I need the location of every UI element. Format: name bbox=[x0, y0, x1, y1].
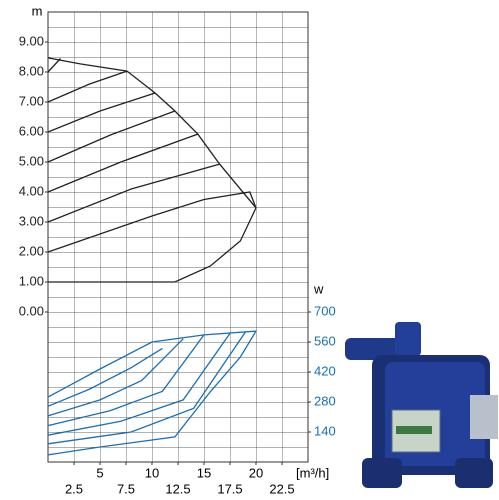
y-tick-label: 5.00 bbox=[19, 153, 44, 168]
y-tick-label: 4.00 bbox=[19, 183, 44, 198]
curve bbox=[47, 331, 247, 445]
curve bbox=[47, 57, 257, 283]
curve bbox=[47, 334, 205, 427]
x-tick-label: 5 bbox=[96, 465, 103, 480]
x-tick-label: 12.5 bbox=[165, 481, 190, 496]
y-tick-label: 7.00 bbox=[19, 93, 44, 108]
y-tick-label: 560 bbox=[314, 333, 336, 348]
y-tick-label: 140 bbox=[314, 423, 336, 438]
curve bbox=[47, 163, 220, 223]
x-tick-label: 7.5 bbox=[117, 481, 135, 496]
curve bbox=[47, 191, 257, 253]
pump-photo bbox=[345, 322, 498, 488]
y-tick-label: 700 bbox=[314, 303, 336, 318]
curve bbox=[47, 58, 61, 73]
y-tick-label: 3.00 bbox=[19, 213, 44, 228]
y-tick-label: 6.00 bbox=[19, 123, 44, 138]
y-tick-label: 1.00 bbox=[19, 273, 44, 288]
curve bbox=[47, 92, 156, 133]
y-tick-label: 2.00 bbox=[19, 243, 44, 258]
curve bbox=[47, 110, 176, 163]
y-tick-label: 0.00 bbox=[19, 303, 44, 318]
curve bbox=[47, 338, 184, 417]
x-tick-label: 20 bbox=[249, 465, 263, 480]
x-tick-label: 17.5 bbox=[217, 481, 242, 496]
x-axis-label: [m³/h] bbox=[296, 465, 329, 480]
curve bbox=[47, 347, 163, 407]
plot-grid bbox=[47, 11, 309, 463]
curve bbox=[47, 70, 128, 103]
y-tick-label: 8.00 bbox=[19, 63, 44, 78]
x-tick-label: 10 bbox=[145, 465, 159, 480]
power-axis-label: w bbox=[313, 281, 324, 296]
x-tick-label: 15 bbox=[197, 465, 211, 480]
x-tick-label: 2.5 bbox=[65, 481, 83, 496]
y-tick-label: 9.00 bbox=[19, 33, 44, 48]
head-axis-label: m bbox=[32, 3, 43, 18]
y-tick-label: 420 bbox=[314, 363, 336, 378]
curve bbox=[47, 333, 231, 436]
y-tick-label: 280 bbox=[314, 393, 336, 408]
curve bbox=[47, 133, 199, 193]
x-tick-label: 22.5 bbox=[269, 481, 294, 496]
curve bbox=[47, 330, 258, 456]
